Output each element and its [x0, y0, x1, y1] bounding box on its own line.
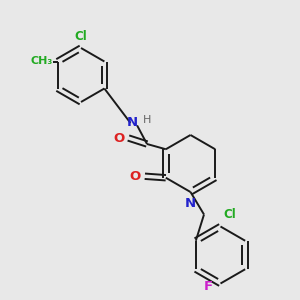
Text: O: O: [130, 170, 141, 183]
Text: CH₃: CH₃: [31, 56, 53, 67]
Text: Cl: Cl: [224, 208, 236, 221]
Text: O: O: [113, 131, 124, 145]
Text: Cl: Cl: [75, 31, 87, 44]
Text: N: N: [126, 116, 138, 129]
Text: N: N: [184, 197, 196, 210]
Text: F: F: [204, 280, 213, 293]
Text: H: H: [143, 115, 151, 125]
